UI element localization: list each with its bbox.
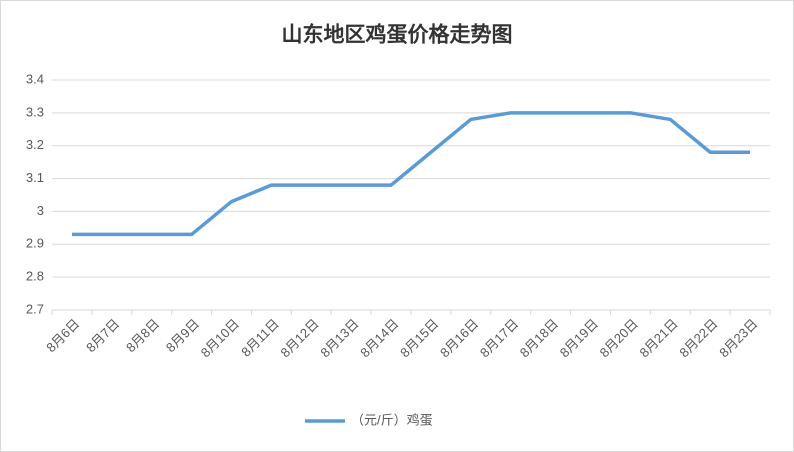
y-tick-label: 2.9 — [26, 236, 44, 251]
y-tick-label: 3 — [37, 203, 44, 218]
chart-title: 山东地区鸡蛋价格走势图 — [282, 23, 513, 47]
y-tick-label: 3.4 — [26, 71, 44, 86]
legend-label: （元/斤）鸡蛋 — [351, 412, 433, 427]
y-tick-label: 2.7 — [26, 301, 44, 316]
y-tick-label: 3.2 — [26, 137, 44, 152]
series-line — [71, 111, 751, 237]
y-tick-label: 2.8 — [26, 269, 44, 284]
y-tick-label: 3.1 — [26, 170, 44, 185]
y-tick-label: 3.3 — [26, 104, 44, 119]
